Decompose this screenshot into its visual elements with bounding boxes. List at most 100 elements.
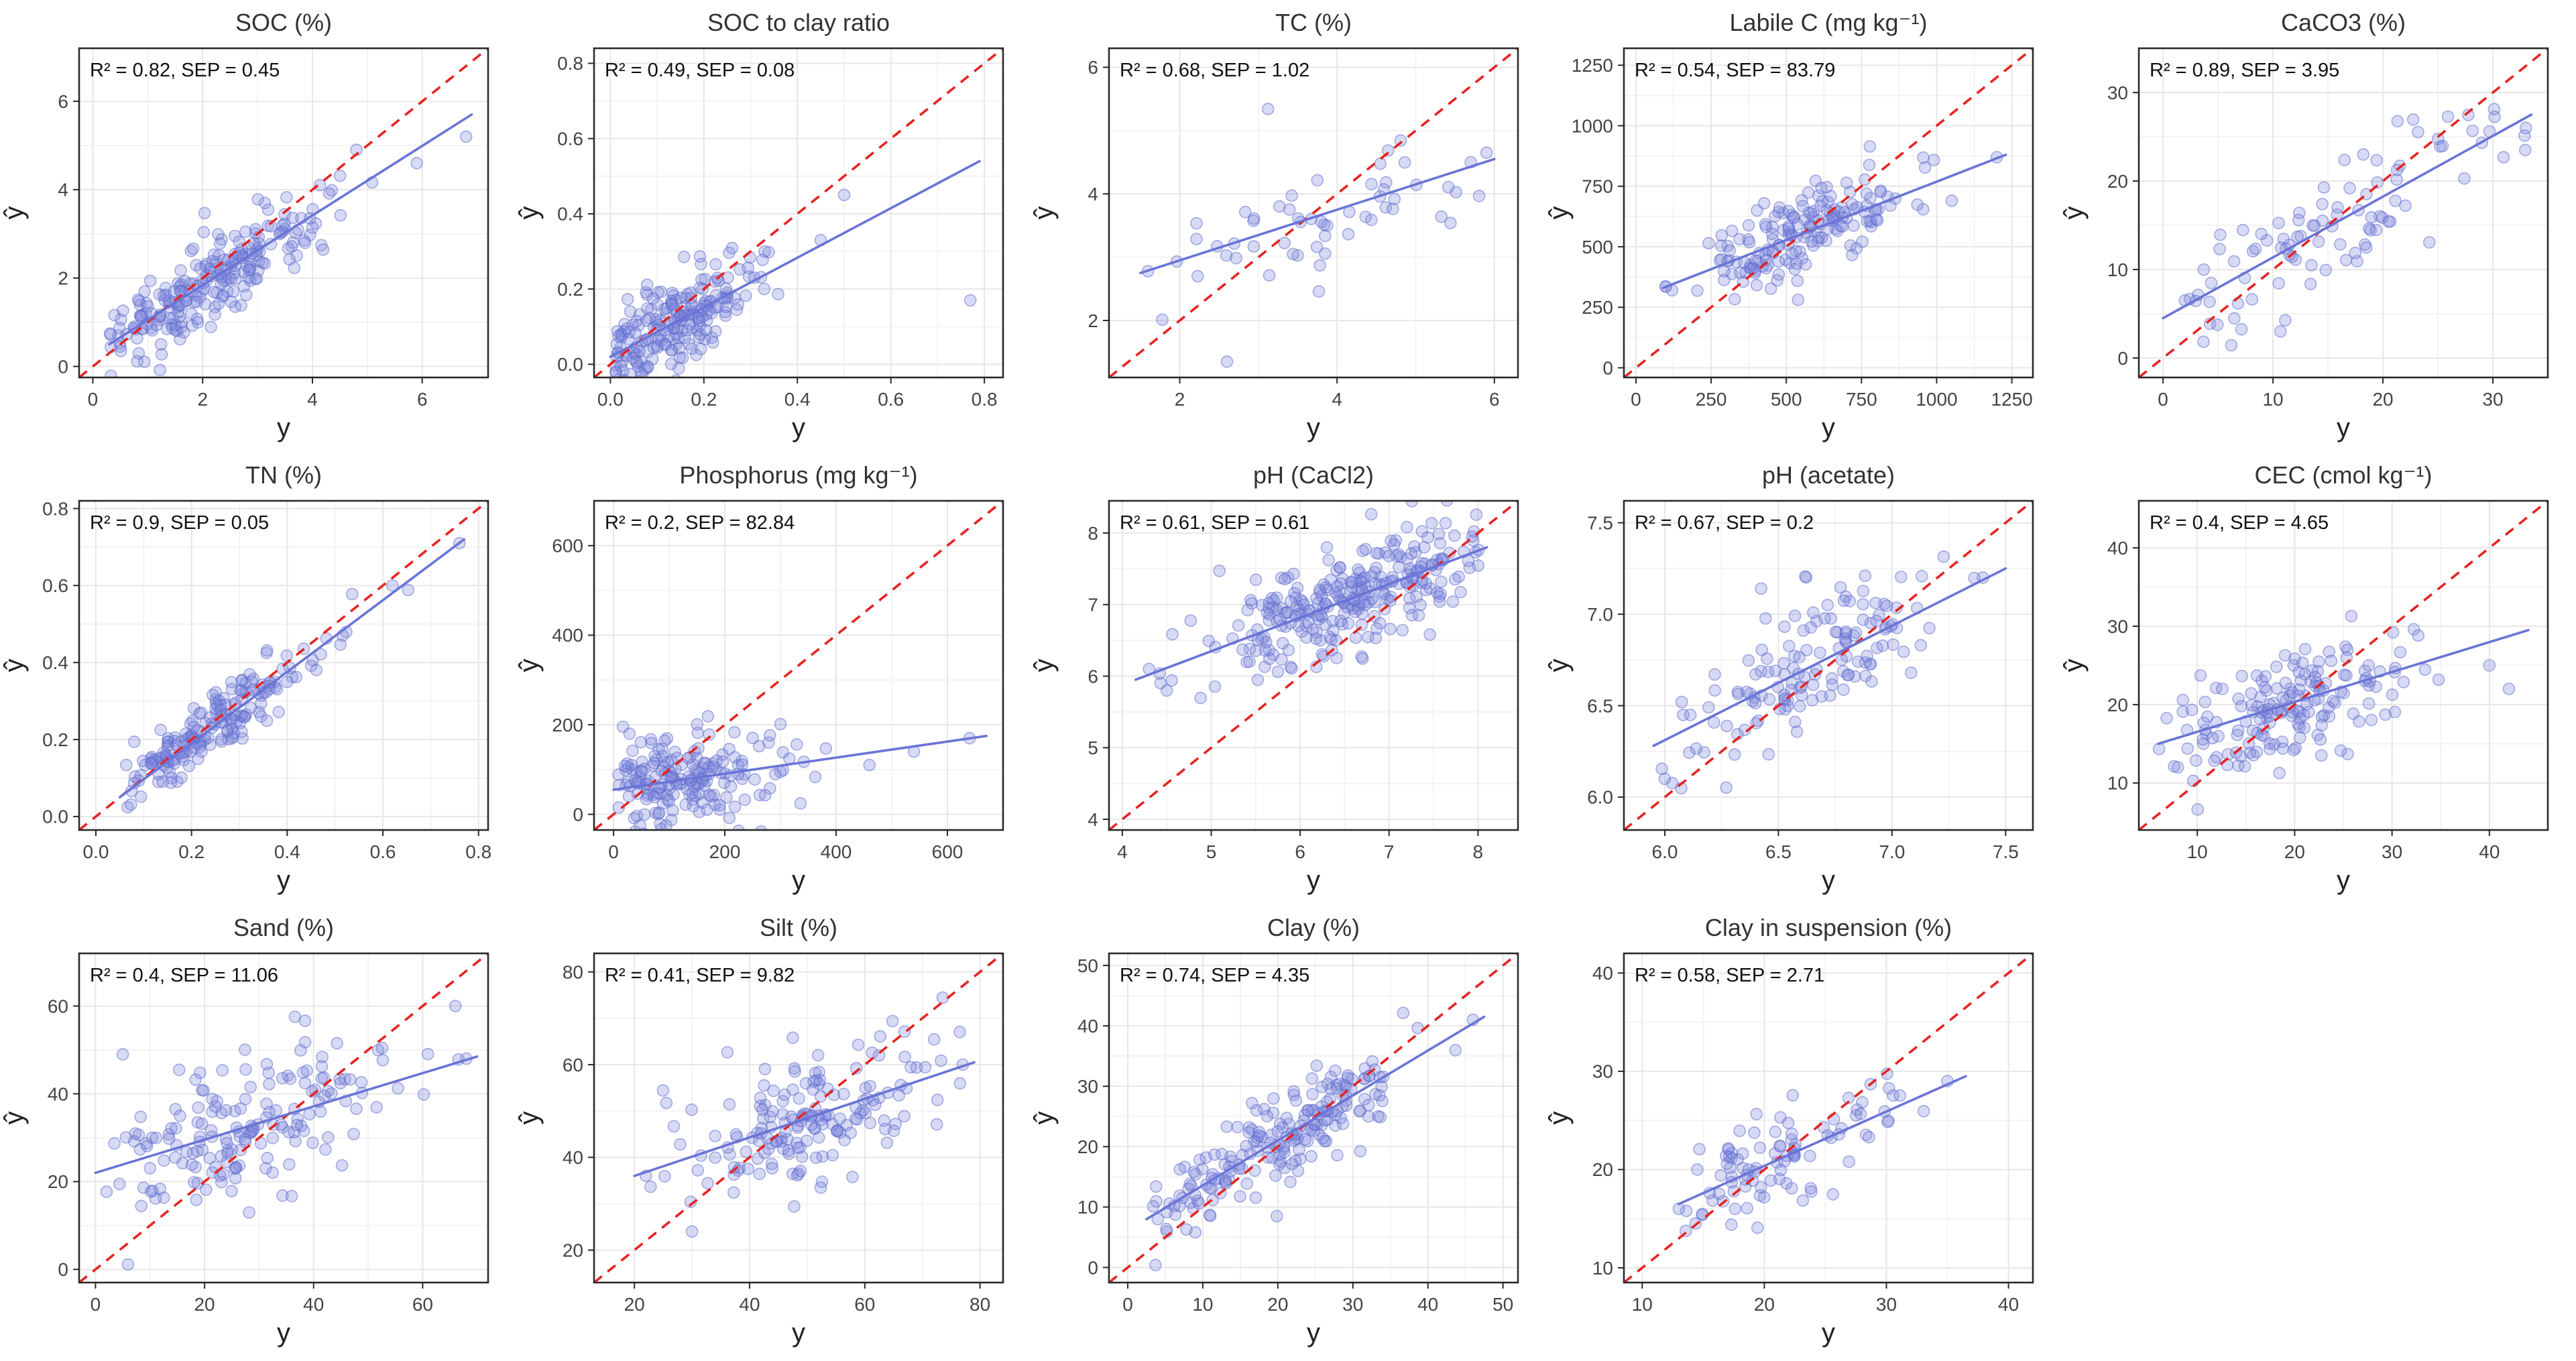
x-tick-label: 8	[1473, 841, 1484, 862]
x-tick-label: 10	[2187, 841, 2208, 862]
x-axis-label: y	[1822, 866, 1835, 895]
y-tick-label: 2	[58, 268, 68, 289]
x-tick-label: 40	[2479, 841, 2500, 862]
x-tick-label: 0.8	[465, 841, 491, 862]
identity-line	[594, 48, 1003, 377]
tick-labels: 0 20 40 60 0 20 40 60	[48, 996, 433, 1315]
panel-border	[1108, 47, 1519, 379]
y-tick-label: 600	[552, 536, 583, 556]
y-axis-label: ŷ	[1030, 1112, 1059, 1125]
identity-line	[1624, 953, 2033, 1283]
x-axis-label: y	[792, 413, 805, 442]
panel-border	[78, 47, 489, 379]
y-tick-label: 7.5	[1587, 513, 1613, 534]
y-tick-label: 0.2	[557, 279, 583, 300]
tick-labels: 0 2 4 6 0 2 4 6	[58, 91, 427, 410]
grid-minor	[2139, 48, 2548, 377]
grid-major	[1624, 953, 2033, 1283]
panel-ph-acetate: 6.0 6.5 7.0 7.5 6.0 6.5 7.0 7.5 pH (acetate) R² =…	[1544, 461, 2034, 895]
grid-major	[1624, 501, 2033, 830]
panel-cell-phosphorus-mg-kg: 0 200 400 600 0 200 400 600 Phosphorus (mg kg⁻¹)…	[514, 453, 1030, 905]
panel-cell-clay: 0 10 20 30 40 50 0 10 20 30 40 50 Clay (%) R² = 0.74,…	[1029, 905, 1545, 1358]
y-axis-label: ŷ	[515, 206, 544, 220]
x-tick-label: 0.2	[691, 389, 717, 410]
x-tick-label: 7.0	[1879, 841, 1905, 862]
x-tick-label: 0	[2158, 389, 2168, 410]
x-axis-label: y	[2337, 413, 2350, 442]
y-axis-label: ŷ	[1545, 1112, 1574, 1125]
y-tick-label: 0.2	[42, 729, 68, 750]
x-tick-label: 2	[1175, 389, 1185, 410]
tick-labels: 4 5 6 7 8 4 5 6 7 8	[1088, 523, 1483, 862]
y-tick-label: 80	[563, 961, 583, 982]
panel-clay: 0 10 20 30 40 50 0 10 20 30 40 50 Clay (%) R² = 0.74,…	[1029, 914, 1519, 1348]
tick-labels: 0.0 0.2 0.4 0.6 0.8 0.0 0.2 0.4 0.6 0.8	[42, 498, 491, 862]
x-tick-label: 20	[2372, 389, 2393, 410]
x-tick-label: 6	[1489, 389, 1500, 410]
x-tick-label: 50	[1492, 1294, 1513, 1315]
x-tick-label: 30	[1342, 1294, 1363, 1315]
annotation-r2-sep: R² = 0.58, SEP = 2.71	[1635, 965, 1824, 986]
tick-marks	[588, 62, 986, 383]
panel-soc: 0 2 4 6 0 2 4 6 SOC (%) R² = 0.82, SEP = 0.45 y ŷ	[0, 9, 489, 442]
annotation-r2-sep: R² = 0.54, SEP = 83.79	[1635, 60, 1835, 81]
y-tick-label: 0.0	[42, 807, 68, 827]
panel-border	[593, 47, 1004, 379]
x-axis-label: y	[792, 1318, 805, 1348]
y-axis-label: ŷ	[515, 1112, 544, 1125]
x-tick-label: 600	[932, 841, 963, 862]
panel-soc-to-clay-ratio: 0.0 0.2 0.4 0.6 0.8 0.0 0.2 0.4 0.6 0.8 SOC to cla…	[514, 9, 1004, 442]
tick-labels: 6.0 6.5 7.0 7.5 6.0 6.5 7.0 7.5	[1587, 513, 2019, 862]
fit-line	[1678, 1075, 1967, 1205]
tick-marks	[1103, 66, 1495, 383]
y-tick-label: 10	[1592, 1258, 1613, 1279]
tick-marks	[588, 971, 981, 1289]
tick-marks	[1103, 965, 1504, 1289]
x-axis-label: y	[1307, 866, 1320, 895]
y-tick-label: 6.5	[1587, 695, 1613, 716]
tick-marks	[2133, 91, 2494, 383]
annotation-r2-sep: R² = 0.67, SEP = 0.2	[1635, 512, 1814, 534]
x-tick-label: 60	[412, 1294, 433, 1315]
grid-minor	[1624, 48, 2033, 377]
y-tick-label: 20	[1077, 1136, 1098, 1157]
x-tick-label: 7.5	[1993, 841, 2019, 862]
x-tick-label: 10	[1632, 1294, 1653, 1315]
points	[1659, 140, 2003, 306]
y-tick-label: 0	[573, 804, 583, 825]
y-tick-label: 7.0	[1587, 604, 1613, 625]
panel-border	[1623, 952, 2034, 1284]
identity-line	[1109, 48, 1518, 377]
x-tick-label: 60	[854, 1294, 875, 1315]
identity-line	[1109, 501, 1518, 830]
y-tick-label: 40	[48, 1083, 68, 1104]
panel-border	[1623, 499, 2034, 831]
points	[103, 130, 473, 377]
x-tick-label: 6.5	[1765, 841, 1792, 862]
panel-title: TN (%)	[245, 461, 322, 489]
panel-title: Clay (%)	[1267, 914, 1360, 941]
y-tick-label: 50	[1077, 955, 1098, 976]
grid-major	[594, 501, 1003, 830]
x-tick-label: 0.0	[83, 841, 109, 862]
y-tick-label: 0.6	[42, 575, 68, 596]
panel-tn: 0.0 0.2 0.4 0.6 0.8 0.0 0.2 0.4 0.6 0.8 TN (%) R² =…	[0, 461, 491, 895]
x-axis-label: y	[1307, 413, 1320, 442]
tick-marks	[73, 101, 423, 383]
grid-major	[1624, 48, 2033, 377]
annotation-r2-sep: R² = 0.4, SEP = 4.65	[2150, 512, 2329, 534]
y-tick-label: 0.8	[42, 498, 68, 519]
panel-border	[78, 952, 489, 1284]
panel-title: Clay in suspension (%)	[1705, 914, 1952, 941]
y-tick-label: 20	[1592, 1159, 1613, 1180]
y-tick-label: 10	[2107, 259, 2128, 280]
x-tick-label: 250	[1696, 389, 1727, 410]
x-tick-label: 20	[1267, 1294, 1288, 1315]
tick-labels: 0 250 500 750 1000 1250 0 250 500 750 1000 1250	[1572, 55, 2033, 410]
annotation-r2-sep: R² = 0.4, SEP = 11.06	[90, 965, 278, 986]
panel-cell-ph-cacl2: 4 5 6 7 8 4 5 6 7 8 pH (CaCl2) R² = 0.61, SEP = 0.6…	[1029, 453, 1545, 905]
fit-line	[609, 160, 981, 358]
panel-title: SOC to clay ratio	[707, 9, 890, 36]
panel-border	[1623, 47, 2034, 379]
x-tick-label: 20	[624, 1294, 645, 1315]
